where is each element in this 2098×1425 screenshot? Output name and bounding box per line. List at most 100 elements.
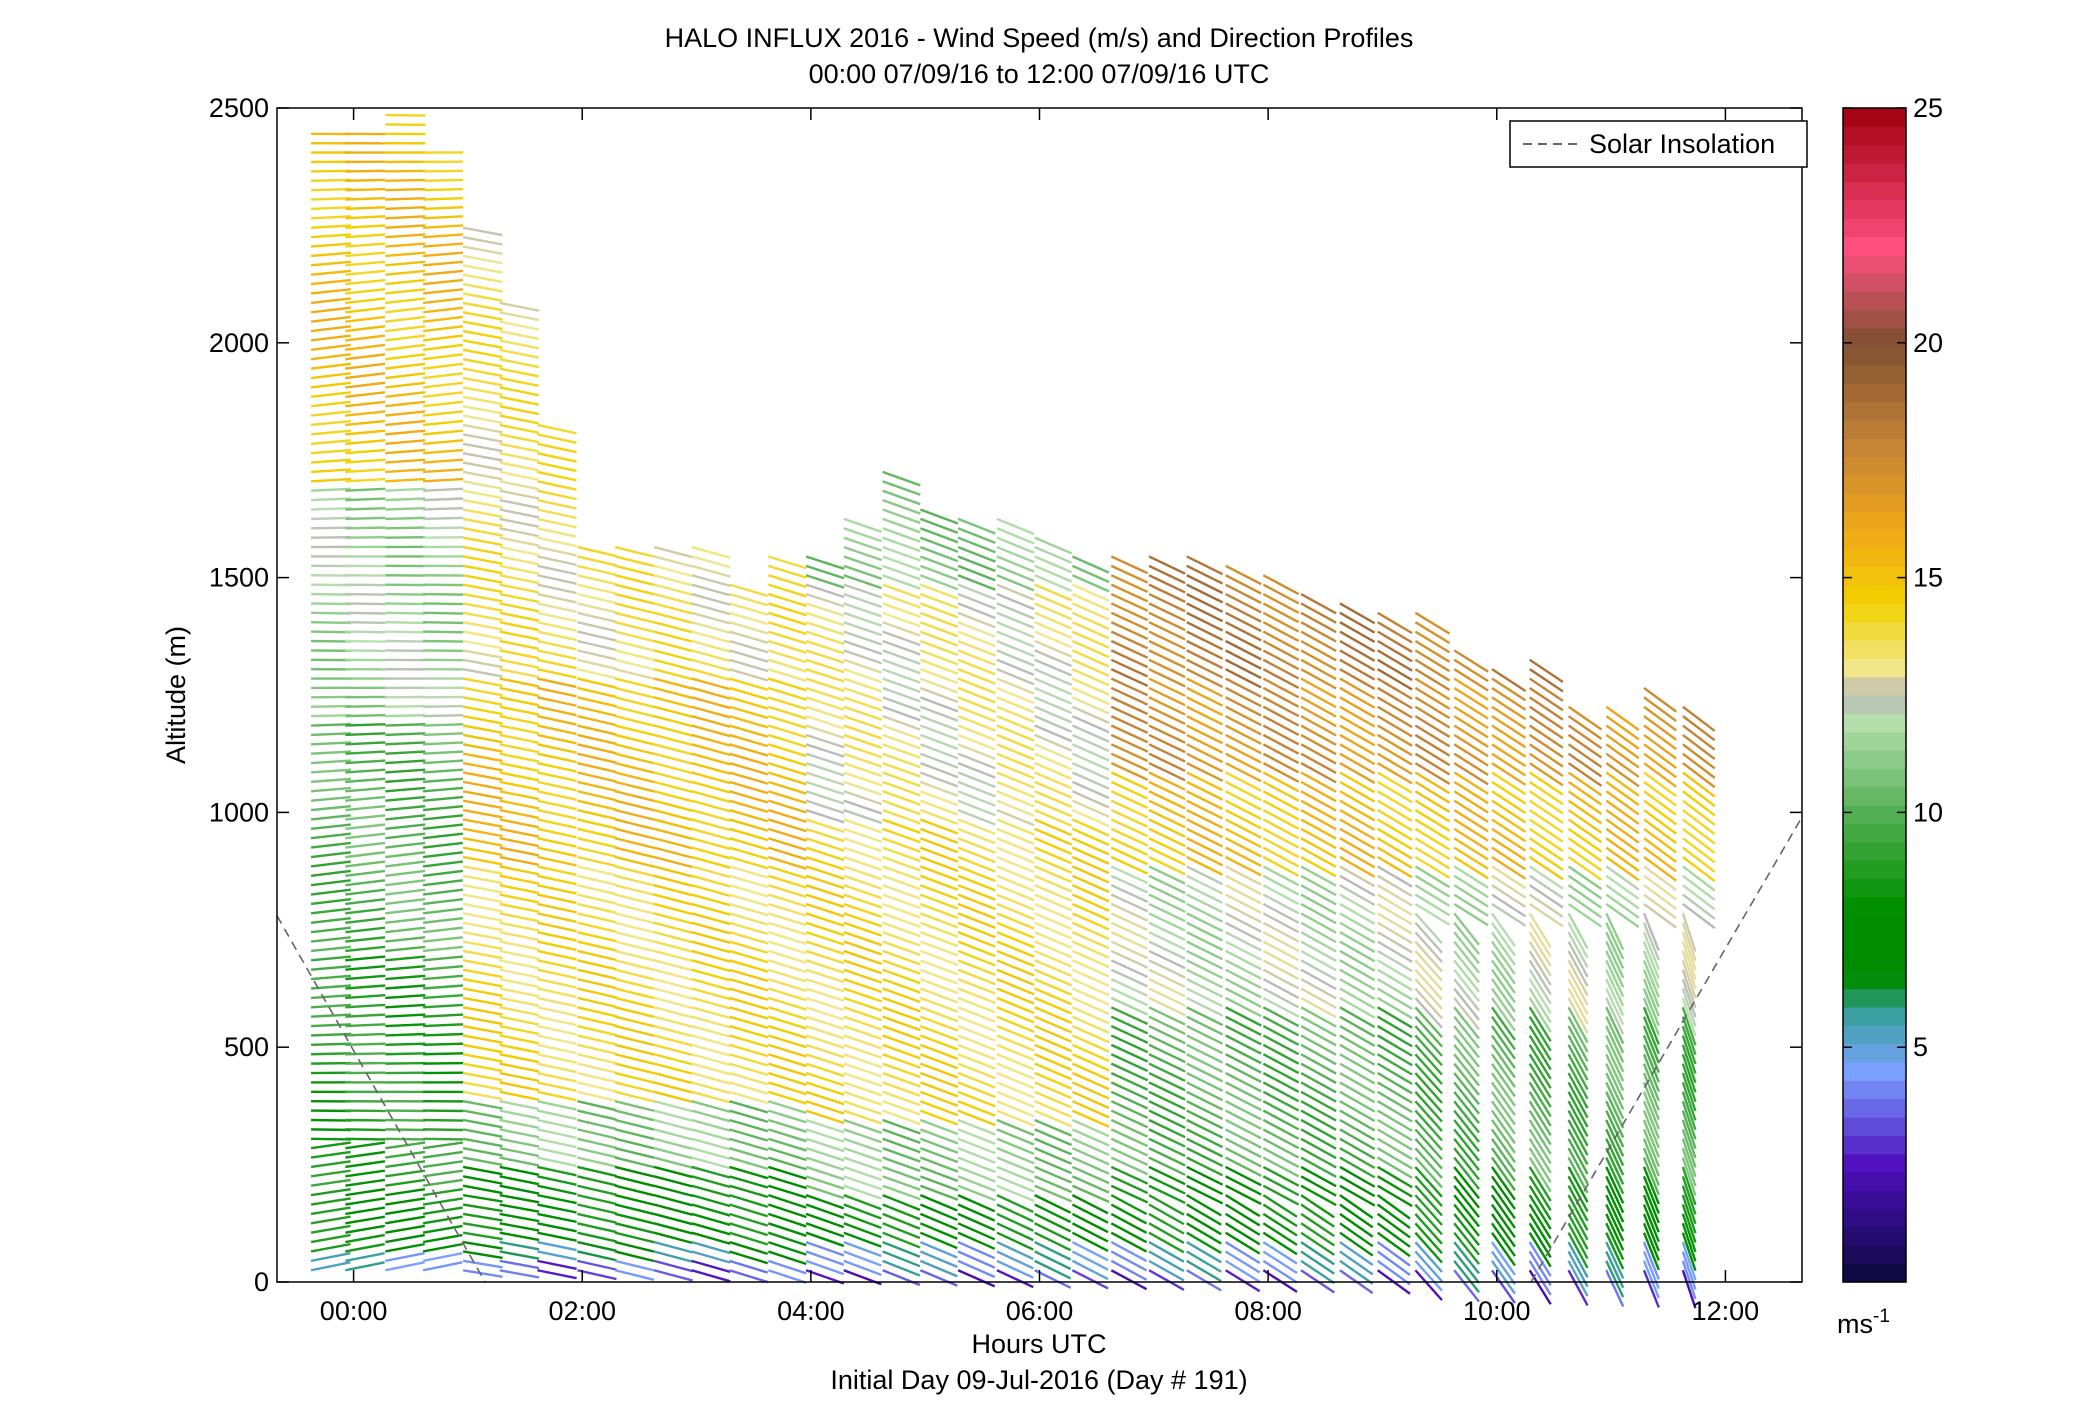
wind-barb	[537, 1146, 577, 1158]
wind-barb	[1528, 1250, 1552, 1287]
wind-barb	[1225, 564, 1262, 586]
wind-barb	[1339, 1203, 1374, 1229]
wind-barb	[882, 921, 921, 938]
wind-barb	[919, 1043, 959, 1060]
wind-barb	[1034, 705, 1072, 724]
wind-barb	[1186, 949, 1224, 970]
wind-barb	[843, 1043, 883, 1059]
wind-barb	[1642, 912, 1660, 951]
wind-barb	[729, 921, 769, 936]
wind-barb	[805, 668, 845, 683]
wind-barb	[537, 790, 577, 801]
wind-barb	[1300, 884, 1337, 906]
wind-barb	[919, 649, 959, 666]
wind-barb	[1377, 780, 1413, 804]
wind-barb	[882, 1034, 921, 1051]
wind-barb	[385, 477, 426, 483]
wind-barb	[1377, 1006, 1413, 1029]
wind-barb	[577, 658, 617, 670]
wind-barb	[805, 1156, 845, 1172]
wind-barb	[1339, 1081, 1376, 1104]
wind-barb	[691, 893, 731, 907]
wind-barb	[1339, 1231, 1374, 1257]
wind-barb	[1377, 677, 1413, 700]
wind-barb	[577, 1006, 617, 1018]
wind-barb	[310, 936, 351, 943]
wind-barb	[422, 786, 464, 793]
wind-barb	[1605, 1128, 1625, 1167]
wind-barb	[1453, 1213, 1480, 1247]
wind-barb	[1034, 827, 1072, 846]
wind-barb	[996, 1053, 1035, 1071]
wind-barb	[1034, 1184, 1072, 1203]
wind-barb	[653, 639, 694, 653]
wind-barb	[614, 583, 655, 596]
colorbar-segment	[1843, 951, 1906, 971]
wind-barb	[499, 1156, 540, 1167]
wind-barb	[1643, 884, 1677, 910]
wind-barb	[1681, 1213, 1697, 1253]
wind-barb	[729, 1006, 769, 1020]
wind-barb	[1262, 1090, 1300, 1112]
wind-barb	[1186, 583, 1224, 604]
wind-barb	[1453, 1222, 1480, 1256]
wind-barb	[537, 865, 577, 876]
wind-barb	[919, 592, 959, 610]
wind-barb	[345, 1013, 386, 1018]
wind-barb	[1186, 1062, 1224, 1083]
wind-barb	[423, 984, 464, 990]
wind-barb	[843, 724, 883, 740]
wind-barb	[385, 759, 426, 765]
wind-barb	[691, 1024, 731, 1038]
wind-barb	[1414, 686, 1451, 710]
wind-barb	[537, 545, 577, 557]
wind-barb	[499, 498, 540, 510]
wind-barb	[1377, 1109, 1413, 1132]
wind-barb	[537, 714, 577, 726]
wind-barb	[311, 196, 352, 201]
wind-barb	[1414, 1128, 1443, 1161]
wind-barb	[729, 1034, 769, 1048]
wind-barb	[423, 224, 464, 229]
wind-barb	[1110, 1062, 1149, 1082]
wind-barb	[1567, 1138, 1589, 1175]
wind-barb	[996, 790, 1035, 808]
wind-barb	[345, 832, 386, 840]
wind-barb	[614, 1034, 655, 1047]
wind-barb	[653, 827, 694, 841]
wind-barb	[499, 790, 540, 801]
wind-barb	[1262, 790, 1300, 812]
wind-barb	[957, 1034, 996, 1052]
wind-barb	[1110, 912, 1149, 932]
wind-barb	[1300, 1156, 1337, 1178]
wind-barb	[996, 912, 1035, 930]
wind-barb	[385, 468, 426, 474]
wind-barb	[1148, 790, 1186, 810]
wind-barb	[345, 477, 386, 483]
wind-barb	[653, 799, 694, 812]
wind-barb	[957, 902, 996, 920]
wind-barb	[1643, 743, 1677, 769]
wind-barb	[1490, 1203, 1516, 1238]
wind-barb	[1642, 1241, 1660, 1280]
wind-barb	[996, 1090, 1035, 1109]
wind-barb	[1681, 941, 1697, 980]
wind-barb	[882, 583, 921, 600]
wind-barb	[843, 1024, 883, 1041]
wind-barb	[1414, 902, 1451, 926]
wind-barb	[1262, 715, 1300, 736]
wind-barb	[1681, 1138, 1697, 1178]
wind-barb	[691, 611, 731, 625]
wind-barb	[805, 1006, 845, 1021]
wind-barb	[843, 714, 883, 731]
wind-barb	[1567, 837, 1603, 862]
wind-barb	[1110, 1024, 1149, 1044]
wind-barb	[385, 448, 426, 455]
wind-barb	[1148, 602, 1186, 622]
wind-barb	[843, 668, 883, 684]
wind-barb	[537, 1062, 577, 1074]
wind-barb	[882, 987, 921, 1004]
wind-barb	[385, 713, 426, 718]
wind-barb	[311, 178, 352, 182]
wind-barb	[843, 611, 883, 627]
